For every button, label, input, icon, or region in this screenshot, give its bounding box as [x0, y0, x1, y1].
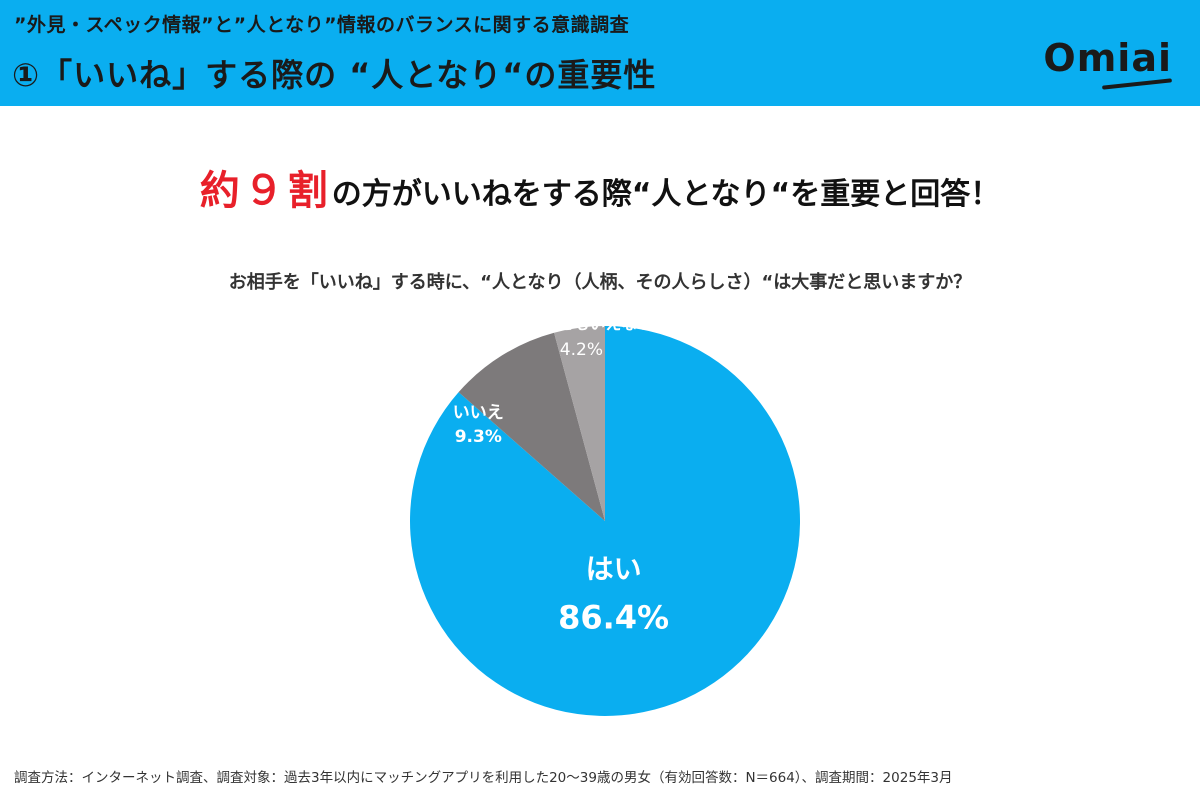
survey-subtitle: ”外見・スペック情報”と”人となり”情報のバランスに関する意識調査	[14, 14, 630, 36]
chart-question: お相手を「いいね」する時に、“人となり（人柄、その人らしさ）“は大事だと思います…	[228, 272, 972, 293]
survey-footnote: 調査方法：インターネット調査、調査対象：過去3年以内にマッチングアプリを利用した…	[14, 770, 953, 786]
pie-slice-3	[554, 326, 605, 521]
slice-label-3: どちらともいえない	[510, 314, 654, 333]
page-title: ①「いいね」する際の “人となり“の重要性	[12, 56, 657, 94]
headline-accent: 約９割	[199, 168, 332, 214]
slice-value-2: 9.3%	[455, 427, 502, 447]
header-bar: ”外見・スペック情報”と”人となり”情報のバランスに関する意識調査 ①「いいね」…	[0, 0, 1200, 106]
brand-logo: Omiai	[1043, 36, 1172, 80]
slice-value-1: 86.4%	[558, 598, 669, 636]
headline-text: の方がいいねをする際“人となり“を重要と回答！	[331, 177, 1001, 212]
pie-slice-1	[410, 326, 801, 716]
headline: 約９割の方がいいねをする際“人となり“を重要と回答！	[0, 158, 1200, 216]
slice-label-1: はい	[586, 552, 642, 585]
slice-value-3: 4.2%	[560, 340, 603, 360]
pie-slice-2	[458, 332, 605, 521]
slice-label-2: いいえ	[453, 403, 504, 423]
